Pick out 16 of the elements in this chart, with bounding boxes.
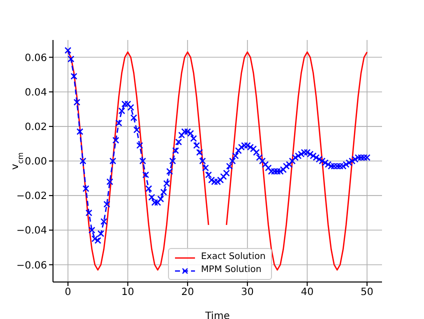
legend-label: MPM Solution: [201, 264, 262, 277]
y-tick-label: −0.06: [16, 260, 47, 272]
y-tick-label: 0.06: [24, 52, 47, 64]
x-axis-title: Time: [204, 311, 230, 319]
x-tick-label: 30: [241, 287, 254, 298]
y-tick-label: −0.04: [16, 226, 47, 237]
x-tick-label: 40: [300, 287, 314, 298]
x-tick-label: 20: [181, 287, 194, 298]
y-tick-label: 0.02: [24, 122, 47, 133]
x-tick-label: 50: [360, 287, 374, 298]
x-tick-label: 10: [121, 287, 134, 298]
x-tick-label: 0: [64, 287, 72, 298]
y-tick-label: 0.00: [24, 156, 47, 168]
y-tick-label: −0.02: [16, 191, 47, 202]
legend-label: Exact Solution: [201, 251, 266, 264]
y-tick-label: 0.04: [24, 87, 47, 98]
